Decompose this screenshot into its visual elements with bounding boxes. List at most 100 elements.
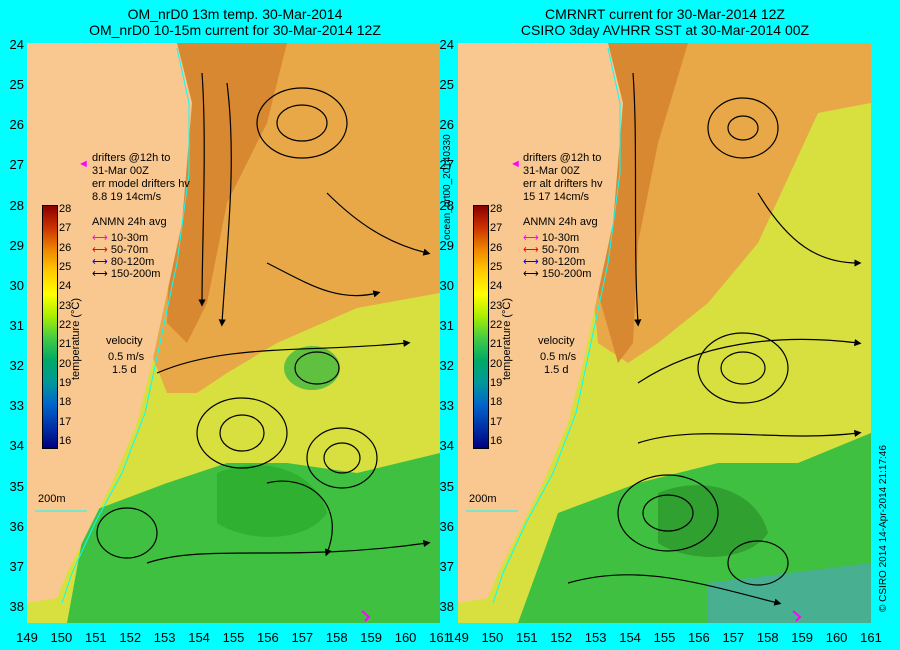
lon-tick-label: 159 (791, 630, 813, 645)
lon-tick-label: 160 (394, 630, 417, 645)
lat-tick-label: 27 (439, 157, 454, 173)
colorbar-tick-label: 27 (59, 222, 72, 235)
lat-tick-label: 35 (9, 478, 24, 494)
lat-tick-label: 34 (439, 438, 454, 454)
lat-tick-label: 26 (439, 117, 454, 133)
left-map-panel (27, 43, 440, 623)
colorbar-tick-label: 23 (490, 299, 503, 312)
lat-tick-label: 28 (9, 197, 24, 213)
land-right (458, 43, 623, 603)
lon-tick-label: 155 (222, 630, 245, 645)
lat-tick-label: 35 (439, 478, 454, 494)
lat-tick-label: 38 (9, 599, 24, 614)
right-drifters-line4: 15 17 14cm/s (523, 191, 590, 203)
right-title-line1: CMRNRT current for 30-Mar-2014 12Z (545, 6, 785, 22)
left-title-line2: OM_nrD0 10-15m current for 30-Mar-2014 1… (89, 22, 381, 38)
lat-tick-label: 34 (9, 438, 24, 454)
lat-tick-label: 31 (439, 318, 454, 333)
lat-tick-label: 33 (9, 398, 24, 414)
lon-tick-label: 153 (584, 630, 607, 645)
lat-tick-label: 30 (439, 277, 454, 293)
right-velocity-value: 0.5 m/s (540, 351, 577, 363)
drifter-track (361, 610, 371, 622)
right-velocity-label: velocity (538, 335, 575, 347)
lon-tick-label: 160 (825, 630, 848, 645)
lat-tick-label: 32 (439, 358, 454, 374)
cool-patch (284, 346, 340, 390)
colorbar-tick-label: 20 (59, 357, 72, 370)
left-legend-item-2: ⟷ 50-70m (92, 244, 149, 256)
colorbar-tick-label: 25 (490, 261, 503, 273)
lat-tick-label: 38 (439, 599, 454, 614)
drifter-track-right (792, 610, 802, 622)
lon-tick-label: 156 (688, 630, 710, 645)
lat-tick-label: 37 (9, 558, 24, 574)
lat-tick-label: 26 (9, 117, 24, 133)
lat-tick-label: 31 (9, 318, 24, 333)
left-title-line1: OM_nrD0 13m temp. 30-Mar-2014 (127, 6, 343, 22)
left-legend-item-1: ⟷ 10-30m (92, 232, 149, 244)
right-drifters-line3: err alt drifters hv (523, 178, 603, 190)
lat-tick-label: 37 (439, 558, 454, 574)
colorbar-tick-label: 28 (59, 203, 72, 215)
lon-tick-label: 156 (257, 630, 279, 645)
colorbar-tick-label: 26 (490, 241, 503, 254)
lon-tick-label: 159 (360, 630, 382, 645)
right-side-text: © CSIRO 2014 14-Apr-2014 21:17:46 (878, 445, 889, 612)
lat-tick-label: 33 (439, 398, 454, 414)
cool-eddy-right (658, 485, 768, 557)
right-legend-item-4: ⟷ 150-200m (523, 268, 592, 280)
lat-tick-label: 30 (9, 277, 24, 293)
left-velocity-time: 1.5 d (112, 364, 137, 376)
cool-water (67, 453, 440, 623)
lat-tick-label: 29 (9, 237, 24, 253)
colorbar-tick-label: 18 (59, 396, 72, 409)
left-drifters-line3: err model drifters hv (92, 178, 190, 190)
current-streamlines (96, 72, 431, 564)
left-legend-item-3: ⟷ 80-120m (92, 256, 155, 268)
left-colorbar-label: temperature (°C) (70, 297, 82, 380)
lat-tick-label: 25 (9, 77, 24, 93)
lat-tick-label: 24 (439, 37, 454, 52)
isobath-200m (61, 47, 190, 604)
left-legend-title: ANMN 24h avg (92, 216, 167, 228)
right-drifters-line1: drifters @12h to (523, 152, 602, 164)
lon-tick-label: 161 (429, 630, 451, 645)
lat-tick-label: 36 (439, 518, 454, 534)
lon-tick-label: 149 (447, 630, 469, 645)
lat-tick-label: 32 (9, 358, 24, 374)
lon-tick-label: 151 (515, 630, 538, 645)
colorbar-tick-label: 28 (490, 203, 503, 215)
right-colorbar (473, 205, 489, 449)
colorbar-tick-label: 18 (490, 396, 503, 409)
right-legend-title: ANMN 24h avg (523, 216, 598, 228)
lon-tick-label: 154 (188, 630, 210, 645)
right-velocity-time: 1.5 d (544, 364, 569, 376)
cold-patch-right (708, 563, 871, 623)
right-isobath-label: 200m (469, 493, 497, 505)
lon-tick-label: 157 (291, 630, 314, 645)
lon-tick-label: 150 (50, 630, 73, 645)
lat-tick-label: 36 (9, 518, 24, 534)
colorbar-tick-label: 24 (490, 280, 503, 293)
current-streamlines-right (567, 72, 862, 606)
drifter-marker-icon: ◄ (78, 158, 89, 170)
left-velocity-label: velocity (106, 335, 143, 347)
lon-tick-label: 158 (325, 630, 348, 645)
colorbar-tick-label: 21 (59, 338, 72, 351)
colorbar-tick-label: 16 (490, 435, 503, 447)
lon-tick-label: 155 (653, 630, 676, 645)
lat-tick-label: 24 (9, 37, 24, 52)
land (27, 43, 192, 603)
colorbar-tick-label: 17 (490, 415, 503, 428)
left-map-svg (27, 43, 440, 623)
right-legend-item-1: ⟷ 10-30m (523, 232, 580, 244)
lon-tick-label: 161 (860, 630, 882, 645)
lon-tick-label: 151 (84, 630, 107, 645)
lon-tick-label: 152 (550, 630, 573, 645)
left-drifters-line2: 31-Mar 00Z (92, 165, 149, 177)
isobath-200m-right (492, 47, 621, 604)
right-title-line2: CSIRO 3day AVHRR SST at 30-Mar-2014 00Z (520, 22, 810, 38)
lon-tick-label: 158 (756, 630, 779, 645)
colorbar-tick-label: 26 (59, 241, 72, 254)
